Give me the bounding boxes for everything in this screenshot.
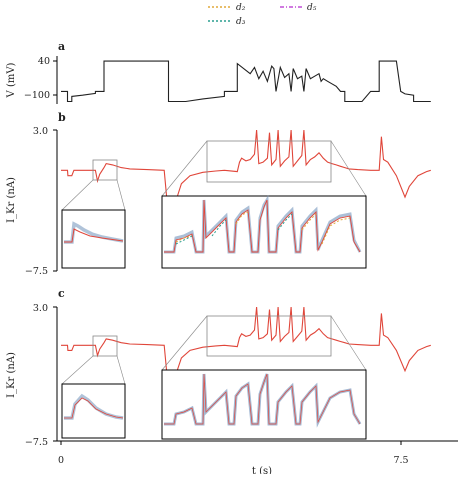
panel-b-inset-small-model (64, 228, 124, 243)
legend-label-d3: d₃ (236, 17, 246, 27)
panel-b-zoom-large (206, 140, 332, 183)
panel-c-xtick-label-0: 0 (58, 455, 64, 466)
panel-c-ylabel: I_Kr (nA) (6, 352, 17, 398)
panel-c-inset-large-model (164, 373, 361, 425)
panel-b-ytick-label-top: 3.0 (33, 126, 48, 137)
panel-b-zoom-small (92, 159, 118, 181)
panel-c-zoom-small-guide-left (61, 355, 94, 385)
panel-b-zoom-small-guide-right (116, 179, 126, 211)
panel-a-ytick-label-bottom: −100 (24, 90, 50, 101)
panel-b-inset-large (161, 194, 367, 269)
panel-b-inset-large-model (164, 199, 361, 253)
panel-b-zoom-large-guide-right (330, 140, 367, 197)
panel-c-zoom-large-guide-left (161, 315, 208, 371)
panel-b-inset-small (61, 209, 126, 269)
panel-c-zoom-large (206, 315, 332, 357)
panel-c-xlabel: t (s) (252, 466, 272, 474)
panel-a-voltage-trace (61, 60, 431, 103)
legend-label-d5: d₅ (307, 3, 317, 13)
panel-a: a 40 −100 V (mV) (6, 40, 431, 104)
panel-c-letter: c (58, 287, 65, 300)
panel-c-zoom-small (92, 335, 118, 357)
legend: d₂ d₅ d₃ (208, 3, 317, 27)
panel-c-inset-small (61, 383, 126, 439)
panel-c-zoom-large-guide-right (330, 315, 367, 371)
panel-c-zoom-small-guide-right (116, 355, 126, 385)
panel-a-ytick-label-top: 40 (38, 56, 50, 67)
panel-c: c 3.0 −7.5 0 7.5 t (s) I_Kr (nA) (6, 287, 458, 477)
panel-a-letter: a (58, 40, 65, 53)
panel-b-inset-large-d2 (175, 211, 351, 245)
panel-c-ytick-label-bottom: −7.5 (25, 437, 48, 448)
panel-b-ytick-label-bottom: −7.5 (25, 266, 48, 277)
panel-c-inset-small-model (64, 397, 124, 419)
panel-b-ylabel: I_Kr (nA) (6, 177, 17, 223)
panel-a-ylabel: V (mV) (6, 62, 17, 98)
panel-c-ytick-label-top: 3.0 (33, 303, 48, 314)
panel-c-inset-large (161, 369, 367, 440)
panel-b-inset-large-d3 (175, 213, 293, 245)
panel-b: b 3.0 −7.5 I_Kr (nA) (6, 111, 431, 277)
panel-b-zoom-small-guide-left (61, 179, 94, 211)
panel-b-letter: b (58, 111, 66, 124)
panel-c-xtick-label-7.5: 7.5 (393, 455, 408, 466)
legend-label-d2: d₂ (236, 3, 246, 13)
panel-b-zoom-large-guide-left (161, 140, 208, 197)
